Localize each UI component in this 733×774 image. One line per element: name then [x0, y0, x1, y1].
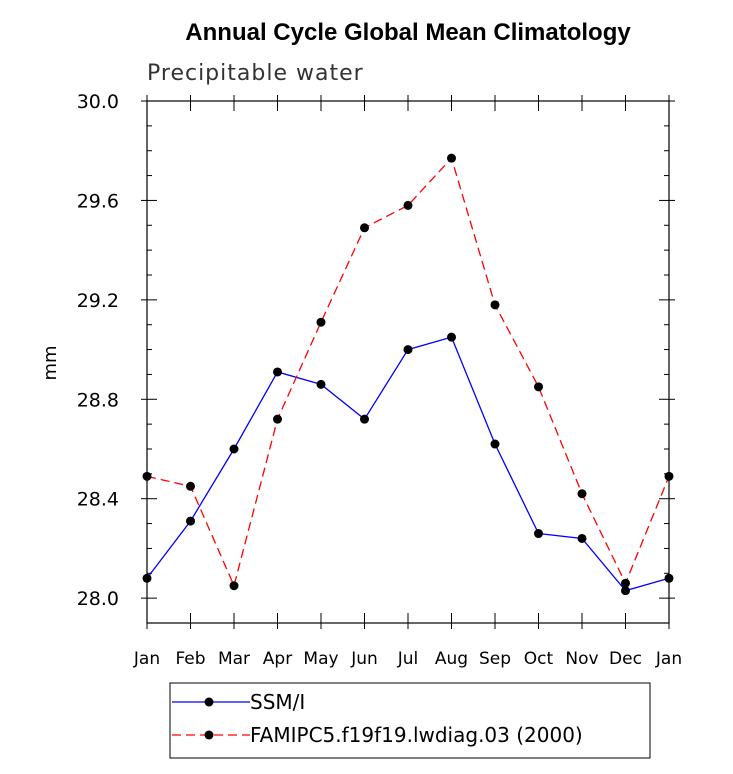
x-tick-label: Jul — [397, 649, 419, 669]
series-2-point — [360, 223, 369, 233]
x-tick-label: Aug — [435, 649, 468, 669]
series-line-2 — [146, 156, 670, 588]
y-tick-label: 30.0 — [77, 91, 119, 113]
series-1-point — [229, 444, 239, 454]
series-2-point — [490, 300, 500, 310]
plot-frame — [146, 100, 670, 624]
series-2-point — [621, 578, 630, 588]
axis-ticks: 28.0 28.4 28.8 29.2 29.6 30.0 Jan Feb Mar Apr May J… — [77, 91, 682, 669]
x-tick-label: Oct — [524, 649, 554, 669]
series-1-point — [447, 332, 456, 342]
y-tick-label: 29.2 — [77, 290, 119, 312]
legend: SSM/I FAMIPC5.f19f19.lwdiag.03 (2000) — [169, 682, 651, 759]
series-2-point — [664, 471, 674, 481]
series-1-point — [186, 516, 195, 526]
x-tick-label: Apr — [263, 649, 292, 669]
series-1-point — [403, 345, 413, 355]
legend-marker-2 — [204, 730, 214, 740]
series-2-point — [186, 481, 195, 491]
x-tick-label: Jan — [655, 649, 682, 669]
x-tick-label: Sep — [479, 649, 511, 669]
legend-label-1: SSM/I — [250, 690, 305, 714]
series-line-1 — [146, 336, 670, 592]
legend-label-2: FAMIPC5.f19f19.lwdiag.03 (2000) — [250, 723, 583, 747]
series-1-point — [316, 379, 326, 389]
y-tick-label: 28.0 — [77, 588, 119, 610]
series-2-point — [447, 153, 456, 163]
series-2-point — [229, 581, 239, 591]
series-1-point — [577, 533, 587, 543]
chart-subtitle: Precipitable water — [147, 61, 364, 86]
y-tick-label: 28.4 — [77, 489, 119, 511]
x-tick-label: Jan — [133, 649, 160, 669]
series-1-point — [490, 439, 500, 449]
series-1-point — [621, 586, 630, 596]
series-2-point — [403, 200, 413, 210]
series-layer — [142, 153, 674, 596]
series-2-point — [142, 471, 152, 481]
y-tick-label: 28.8 — [77, 389, 119, 411]
y-tick-label: 29.6 — [77, 190, 119, 212]
x-tick-label: Mar — [218, 649, 250, 669]
series-1-point — [273, 367, 282, 377]
series-1-point — [142, 573, 152, 583]
y-axis-label: mm — [40, 345, 61, 380]
legend-marker-1 — [204, 697, 214, 707]
series-2-point — [316, 317, 326, 327]
series-2-point — [577, 489, 587, 499]
series-1-point — [534, 529, 543, 539]
x-tick-label: Jun — [350, 649, 378, 669]
x-tick-label: Feb — [175, 649, 205, 669]
chart-title: Annual Cycle Global Mean Climatology — [185, 19, 631, 46]
x-tick-label: Nov — [565, 649, 598, 669]
legend-box — [169, 682, 651, 759]
series-1-point — [664, 573, 674, 583]
series-1-point — [360, 414, 369, 424]
x-tick-label: May — [303, 649, 338, 669]
series-2-point — [534, 382, 543, 392]
series-2-point — [273, 414, 282, 424]
x-tick-label: Dec — [609, 649, 642, 669]
